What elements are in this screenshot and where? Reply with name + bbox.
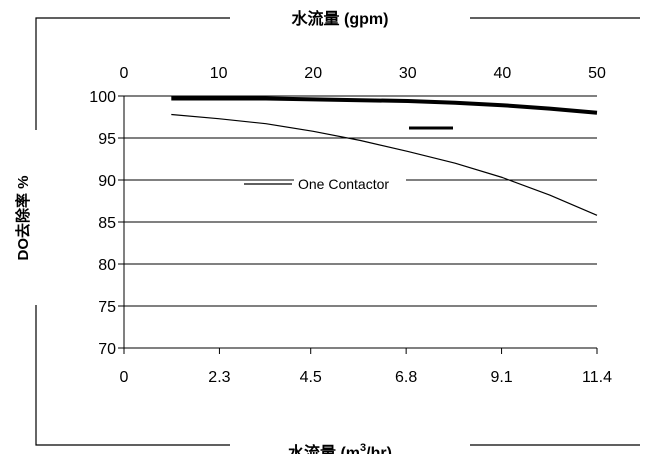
y-tick-label: 80 (98, 257, 116, 274)
top-axis-tick-label: 40 (494, 65, 512, 82)
top-axis-tick-label: 10 (210, 65, 228, 82)
top-axis-tick-label: 20 (304, 65, 322, 82)
top-axis-tick-label: 0 (120, 65, 129, 82)
y-tick-label: 75 (98, 299, 116, 316)
top-axis-tick-label: 30 (399, 65, 417, 82)
series-line-thick (171, 99, 597, 113)
y-tick-label: 100 (89, 89, 116, 106)
bottom-axis-tick-label: 11.4 (582, 369, 612, 386)
frame-top-left (36, 18, 230, 130)
y-tick-label: 95 (98, 131, 116, 148)
bottom-axis-tick-label: 9.1 (490, 369, 512, 386)
top-axis-title: 水流量 (gpm) (292, 9, 389, 28)
y-tick-label: 90 (98, 173, 116, 190)
legend-label-one-contactor: One Contactor (298, 176, 389, 192)
frame-left-lower (36, 305, 230, 445)
series-lines (171, 99, 597, 216)
gridlines (124, 96, 597, 348)
y-tick-label: 70 (98, 341, 116, 358)
bottom-axis-title-main: 水流量 (m (288, 443, 360, 454)
bottom-axis-title: 水流量 (m3/hr) (288, 442, 392, 454)
y-axis-title: DO去除率 % (14, 175, 32, 260)
bottom-axis-tick-label: 4.5 (300, 369, 322, 386)
y-tick-label: 85 (98, 215, 116, 232)
series-line-one-contactor (171, 115, 597, 216)
bottom-axis-tick-label: 0 (120, 369, 129, 386)
bottom-axis-tick-label: 6.8 (395, 369, 417, 386)
bottom-axis-tick-label: 2.3 (208, 369, 230, 386)
top-axis-tick-label: 50 (588, 65, 606, 82)
bottom-axis-title-tail: /hr) (366, 445, 392, 454)
